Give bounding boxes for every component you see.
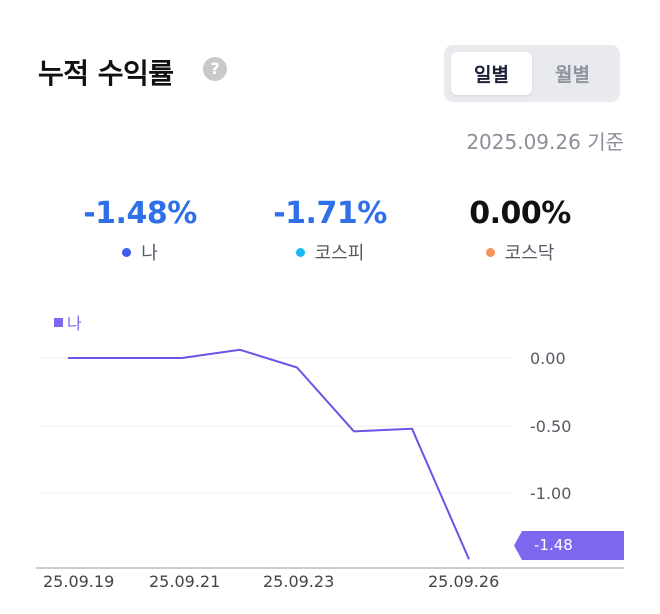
chart-legend: 나 — [54, 310, 82, 334]
stat-label: 나 — [141, 243, 158, 264]
dot-icon — [295, 247, 305, 257]
help-icon[interactable]: ? — [203, 57, 227, 81]
y-tick-label: -0.50 — [530, 417, 572, 436]
dot-icon — [485, 247, 495, 257]
x-tick-label: 25.09.21 — [149, 572, 221, 591]
x-tick-label: 25.09.23 — [263, 572, 335, 591]
as-of-date: 2025.09.26 기준 — [466, 130, 624, 154]
period-toggle: 일별 월별 — [444, 45, 620, 102]
legend-square-icon — [54, 317, 63, 327]
stat-me: -1.48% 나 — [40, 196, 240, 265]
y-tick-label: -1.00 — [530, 484, 572, 503]
stat-value: 0.00% — [469, 196, 571, 231]
stat-label: 코스피 — [314, 243, 365, 264]
stat-value: -1.71% — [273, 196, 387, 231]
last-value-tag: -1.48 — [514, 531, 624, 560]
dot-icon — [122, 247, 132, 257]
tab-monthly[interactable]: 월별 — [555, 64, 590, 86]
y-tick-label: 0.00 — [530, 349, 566, 368]
stat-kosdaq: 0.00% 코스닥 — [420, 196, 620, 265]
stat-value: -1.48% — [83, 196, 197, 231]
stat-label: 코스닥 — [504, 243, 555, 264]
series-line-me — [68, 348, 470, 560]
stat-kospi: -1.71% 코스피 — [230, 196, 430, 265]
tab-daily[interactable]: 일별 — [451, 52, 532, 95]
x-tick-label: 25.09.19 — [43, 572, 115, 591]
page-title: 누적 수익률 — [38, 57, 174, 90]
legend-label: 나 — [67, 314, 82, 333]
x-tick-label: 25.09.26 — [428, 572, 500, 591]
